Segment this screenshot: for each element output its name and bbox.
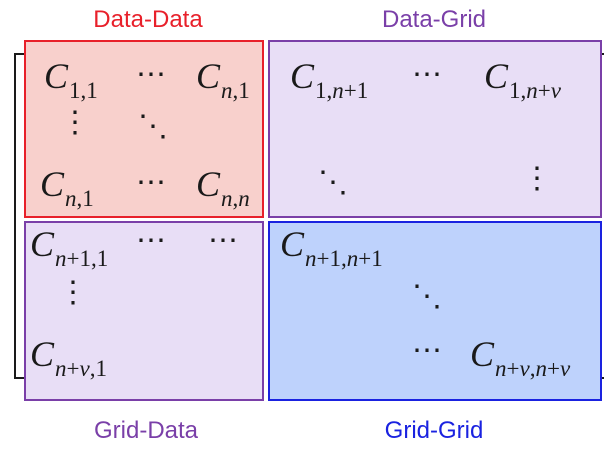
grid-grid-label: Grid-Grid: [384, 417, 484, 444]
dd-left-vdots: ⋮: [60, 105, 90, 140]
entry-c-n-1-bottom: Cn,1: [40, 164, 94, 211]
data-data-block: [24, 40, 264, 218]
entry-c-nv-nv: Cn+v,n+v: [470, 334, 571, 381]
dg-right-vdots: ⋮: [522, 161, 552, 196]
gd-left-vdots: ⋮: [58, 275, 88, 310]
entry-c-1-nv: C1,n+v: [484, 56, 561, 103]
dg-top-hdots: ⋯: [412, 57, 442, 92]
dd-bottom-hdots: ⋯: [136, 165, 166, 200]
data-grid-label: Data-Grid: [381, 6, 487, 33]
dd-top-hdots: ⋯: [136, 57, 166, 92]
entry-c-nv-1: Cn+v,1: [30, 334, 107, 381]
dd-diag-dots: ⋱: [138, 109, 168, 144]
entry-c-n1-1: Cn+1,1: [30, 224, 109, 271]
entry-c-n-1-top: Cn,1: [196, 56, 250, 103]
matrix-left-bracket: [14, 53, 26, 379]
dg-diag-dots: ⋱: [318, 165, 348, 200]
entry-c-1-1: C1,1: [44, 56, 98, 103]
grid-grid-block: [268, 221, 602, 401]
data-grid-block: [268, 40, 602, 218]
grid-data-label: Grid-Data: [93, 417, 199, 444]
gg-diag-dots: ⋱: [412, 279, 442, 314]
gg-bottom-hdots: ⋯: [412, 333, 442, 368]
entry-c-1-n1: C1,n+1: [290, 56, 369, 103]
entry-c-n-n: Cn,n: [196, 164, 250, 211]
gd-top-hdots-2: ⋯: [208, 223, 238, 258]
data-data-label: Data-Data: [93, 6, 203, 33]
entry-c-n1-n1: Cn+1,n+1: [280, 224, 383, 271]
grid-data-block: [24, 221, 264, 401]
gd-top-hdots-1: ⋯: [136, 223, 166, 258]
